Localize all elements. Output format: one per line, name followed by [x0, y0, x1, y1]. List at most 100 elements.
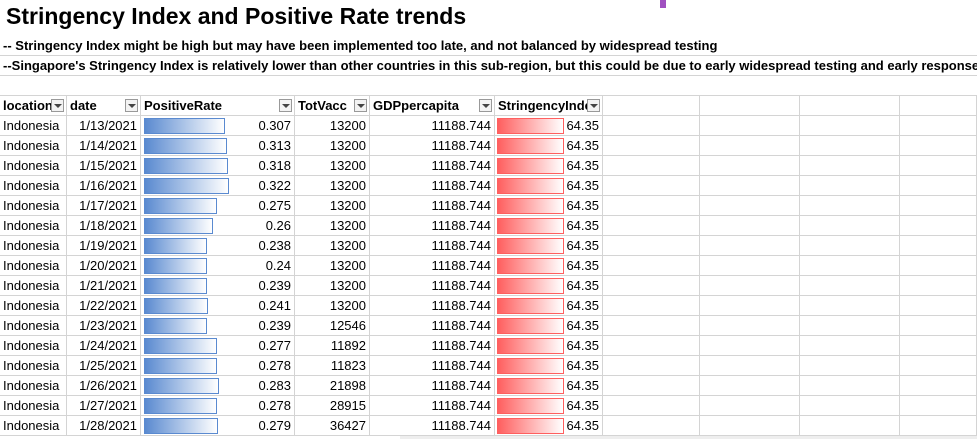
cell: 64.35	[495, 316, 603, 336]
data-bar	[144, 258, 208, 274]
cell-text: 1/28/2021	[79, 418, 137, 433]
cell: 64.35	[495, 156, 603, 176]
cell: 1/19/2021	[67, 236, 141, 256]
empty-cell	[700, 316, 800, 336]
column-header: TotVacc	[295, 96, 370, 116]
cell-text: 13200	[329, 118, 366, 133]
empty-cell	[603, 156, 700, 176]
cell: 64.35	[495, 416, 603, 436]
data-bar	[497, 158, 564, 174]
filter-button[interactable]	[51, 99, 64, 112]
cell-text: 11188.744	[431, 258, 491, 273]
cell: 11188.744	[370, 116, 495, 136]
empty-cell	[800, 116, 900, 136]
cell: 0.239	[141, 316, 295, 336]
filter-button[interactable]	[279, 99, 292, 112]
cell-text: 64.35	[566, 258, 599, 273]
empty-cell	[800, 136, 900, 156]
data-bar	[144, 138, 227, 154]
empty-cell	[800, 216, 900, 236]
cell-text: 13200	[329, 158, 366, 173]
cell-text: 13200	[329, 298, 366, 313]
cell-text: 1/20/2021	[79, 258, 137, 273]
cell: 11823	[295, 356, 370, 376]
cell: 64.35	[495, 356, 603, 376]
cell-text: Indonesia	[3, 258, 60, 273]
cell-text: 11188.744	[431, 358, 491, 373]
cell: Indonesia	[0, 336, 67, 356]
empty-cell	[900, 236, 977, 256]
empty-cell	[700, 376, 800, 396]
cell: 0.318	[141, 156, 295, 176]
cell-text: 0.278	[258, 358, 291, 373]
cell-text: 1/13/2021	[79, 118, 137, 133]
cell: 0.313	[141, 136, 295, 156]
filter-button[interactable]	[125, 99, 138, 112]
filter-button[interactable]	[354, 99, 367, 112]
cell-text: 0.24	[265, 258, 291, 273]
cell-text: 11188.744	[431, 338, 491, 353]
cell: 11188.744	[370, 136, 495, 156]
empty-cell	[603, 276, 700, 296]
filter-button[interactable]	[479, 99, 492, 112]
cell-text: 1/15/2021	[79, 158, 137, 173]
cell-text: 13200	[329, 218, 366, 233]
empty-cell	[603, 176, 700, 196]
cell: Indonesia	[0, 136, 67, 156]
cell: 11188.744	[370, 376, 495, 396]
cell: Indonesia	[0, 296, 67, 316]
cell-text: 0.239	[258, 318, 291, 333]
empty-cell	[800, 376, 900, 396]
empty-cell	[800, 316, 900, 336]
cell-text: Indonesia	[3, 398, 60, 413]
data-bar	[144, 338, 218, 354]
cell-text: 0.275	[258, 198, 291, 213]
data-bar	[144, 198, 217, 214]
data-bar	[497, 278, 564, 294]
data-bar	[144, 118, 226, 134]
empty-cell	[800, 196, 900, 216]
cell-text: 11188.744	[431, 198, 491, 213]
empty-cell	[603, 396, 700, 416]
comment-marker	[660, 0, 666, 8]
filter-button[interactable]	[587, 99, 600, 112]
cell: Indonesia	[0, 116, 67, 136]
empty-cell	[900, 216, 977, 236]
cell: 11188.744	[370, 276, 495, 296]
cell-text: 0.307	[258, 118, 291, 133]
cell: 13200	[295, 156, 370, 176]
cell: 1/18/2021	[67, 216, 141, 236]
row-line	[0, 36, 977, 56]
cell-text: 64.35	[566, 378, 599, 393]
empty-cell	[603, 136, 700, 156]
empty-cell	[900, 296, 977, 316]
cell: 0.277	[141, 336, 295, 356]
cell: 13200	[295, 276, 370, 296]
empty-cell	[700, 156, 800, 176]
cell-text: 1/24/2021	[79, 338, 137, 353]
cell: 64.35	[495, 136, 603, 156]
cell: 1/28/2021	[67, 416, 141, 436]
cell: 13200	[295, 236, 370, 256]
cell-text: Indonesia	[3, 338, 60, 353]
cell: 1/21/2021	[67, 276, 141, 296]
empty-cell	[900, 316, 977, 336]
cell: 11188.744	[370, 316, 495, 336]
empty-cell	[900, 156, 977, 176]
cell-text: 0.322	[258, 178, 291, 193]
cell: 64.35	[495, 236, 603, 256]
cell: 64.35	[495, 176, 603, 196]
data-bar	[497, 398, 564, 414]
data-bar	[144, 238, 207, 254]
cell: 0.283	[141, 376, 295, 396]
empty-cell	[700, 236, 800, 256]
cell: 0.322	[141, 176, 295, 196]
cell: 1/17/2021	[67, 196, 141, 216]
column-header: GDPpercapita	[370, 96, 495, 116]
cell-text: Indonesia	[3, 178, 60, 193]
cell-text: 64.35	[566, 358, 599, 373]
cell: Indonesia	[0, 356, 67, 376]
cell: 11188.744	[370, 196, 495, 216]
cell: 11188.744	[370, 356, 495, 376]
cell-text: 11188.744	[431, 318, 491, 333]
